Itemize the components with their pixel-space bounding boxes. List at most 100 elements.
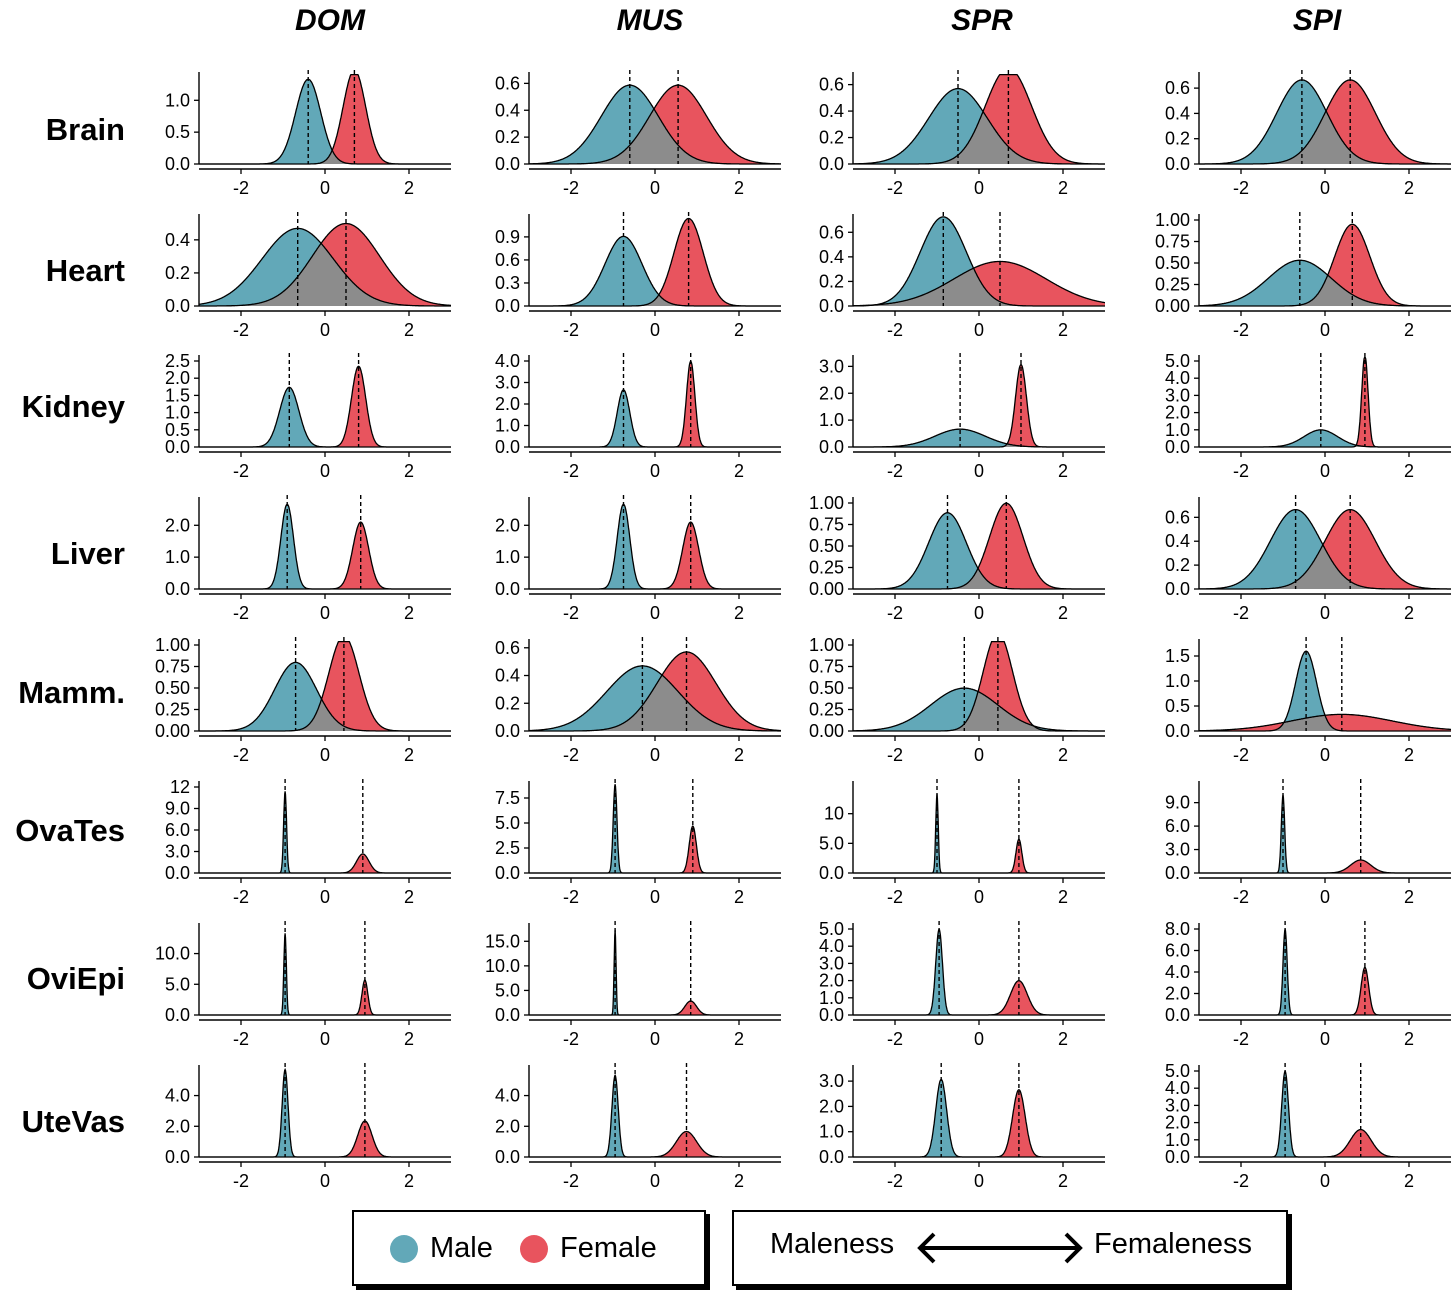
panel-heart-dom: 0.0 0.2 0.4 -2 0 2 bbox=[165, 212, 451, 340]
male-density-line bbox=[853, 1078, 1105, 1158]
x-tick-label: -2 bbox=[563, 603, 579, 623]
female-density-area bbox=[853, 839, 1105, 873]
y-tick-label: 10.0 bbox=[155, 944, 190, 964]
x-tick-label: -2 bbox=[1233, 178, 1249, 198]
x-tick-label: -2 bbox=[1233, 461, 1249, 481]
male-density-line bbox=[1199, 79, 1451, 165]
x-tick-label: 2 bbox=[734, 603, 744, 623]
x-tick-label: -2 bbox=[233, 745, 249, 765]
male-density-line bbox=[1199, 929, 1451, 1016]
male-density-line bbox=[1199, 794, 1451, 874]
panel-kidney-spi: 0.01.02.03.04.05.0 -2 0 2 bbox=[1165, 351, 1451, 481]
y-tick-label: 3.0 bbox=[495, 373, 520, 393]
female-density-line bbox=[1199, 966, 1451, 1016]
y-tick-label: 1.00 bbox=[1155, 210, 1190, 230]
y-tick-label: 2.0 bbox=[1165, 403, 1190, 423]
female-density-line bbox=[853, 1088, 1105, 1158]
x-tick-label: 0 bbox=[1320, 745, 1330, 765]
panel-brain-mus: 0.0 0.2 0.4 0.6 -2 0 2 bbox=[495, 70, 781, 198]
y-tick-label: 0.6 bbox=[495, 638, 520, 658]
female-density-line bbox=[529, 825, 781, 874]
x-tick-label: -2 bbox=[563, 745, 579, 765]
x-tick-label: -2 bbox=[563, 320, 579, 340]
y-tick-label: 0.25 bbox=[1155, 275, 1190, 295]
female-density-line bbox=[853, 980, 1105, 1016]
panel-ovates-spi: 0.0 3.0 6.0 9.0 -2 0 2 bbox=[1165, 779, 1451, 907]
male-density-line bbox=[853, 87, 1105, 165]
male-density-area bbox=[199, 662, 451, 731]
x-tick-label: 2 bbox=[1058, 320, 1068, 340]
y-tick-label: 0.0 bbox=[495, 437, 520, 457]
female-density-line bbox=[853, 502, 1105, 590]
female-density-line bbox=[853, 640, 1105, 732]
y-tick-label: 0.2 bbox=[495, 127, 520, 147]
x-tick-label: 2 bbox=[734, 461, 744, 481]
female-density-area bbox=[529, 826, 781, 873]
y-tick-label: 1.00 bbox=[809, 493, 844, 513]
y-tick-label: 0.25 bbox=[809, 700, 844, 720]
male-density-area bbox=[853, 1079, 1105, 1157]
x-tick-label: -2 bbox=[887, 745, 903, 765]
y-tick-label: 3.0 bbox=[819, 953, 844, 973]
x-tick-label: 2 bbox=[1058, 887, 1068, 907]
female-density-line bbox=[529, 360, 781, 448]
female-density-area bbox=[1199, 967, 1451, 1015]
y-tick-label: 0.5 bbox=[165, 420, 190, 440]
y-tick-label: 0.4 bbox=[819, 101, 844, 121]
x-tick-label: 2 bbox=[404, 178, 414, 198]
row-label-utevas: UteVas bbox=[21, 1104, 125, 1139]
x-tick-label: -2 bbox=[1233, 320, 1249, 340]
x-tick-label: 0 bbox=[974, 745, 984, 765]
male-density-line bbox=[199, 386, 451, 448]
overlap-density-area bbox=[853, 568, 1105, 589]
y-tick-label: 8.0 bbox=[1165, 919, 1190, 939]
panel-liver-dom: 0.0 1.0 2.0 -2 0 2 bbox=[165, 495, 451, 623]
overlap-density-area bbox=[1199, 715, 1451, 731]
x-tick-label: 2 bbox=[1058, 1171, 1068, 1191]
y-tick-label: 3.0 bbox=[1165, 1095, 1190, 1115]
x-tick-label: 2 bbox=[734, 320, 744, 340]
panel-mamm-spr: 0.000.250.500.751.00 -2 0 2 bbox=[809, 635, 1105, 765]
y-tick-label: 12 bbox=[170, 777, 190, 797]
female-density-line bbox=[199, 222, 451, 307]
y-tick-label: 0.6 bbox=[819, 222, 844, 242]
y-tick-label: 5.0 bbox=[165, 974, 190, 994]
male-density-line bbox=[199, 1067, 451, 1158]
row-label-brain: Brain bbox=[45, 112, 125, 147]
male-density-area bbox=[529, 236, 781, 306]
y-tick-label: 2.0 bbox=[495, 1116, 520, 1136]
y-tick-label: 10 bbox=[824, 804, 844, 824]
y-tick-label: 3.0 bbox=[165, 842, 190, 862]
x-tick-label: 2 bbox=[404, 461, 414, 481]
y-tick-label: 0.75 bbox=[809, 515, 844, 535]
x-tick-label: 0 bbox=[1320, 603, 1330, 623]
female-density-line bbox=[529, 1000, 781, 1016]
y-tick-label: 1.0 bbox=[1165, 420, 1190, 440]
y-tick-label: 1.0 bbox=[495, 416, 520, 436]
female-density-line bbox=[1199, 508, 1451, 590]
panel-kidney-spr: 0.0 1.0 2.0 3.0 -2 0 2 bbox=[819, 353, 1105, 481]
female-density-area bbox=[1199, 860, 1451, 873]
femaleness-label: Femaleness bbox=[1094, 1228, 1252, 1260]
male-density-line bbox=[1199, 1069, 1451, 1158]
female-density-line bbox=[853, 838, 1105, 874]
overlap-density-area bbox=[1199, 275, 1451, 306]
panel-mamm-spi: 0.0 0.5 1.0 1.5 -2 0 2 bbox=[1165, 637, 1451, 765]
y-tick-label: 6.0 bbox=[1165, 941, 1190, 961]
y-tick-label: 0.0 bbox=[1165, 1005, 1190, 1025]
y-tick-label: 1.00 bbox=[155, 635, 190, 655]
y-tick-label: 0.0 bbox=[165, 1005, 190, 1025]
female-density-line bbox=[529, 651, 781, 732]
y-tick-label: 6.0 bbox=[165, 820, 190, 840]
x-tick-label: -2 bbox=[563, 1171, 579, 1191]
x-tick-label: -2 bbox=[1233, 1029, 1249, 1049]
y-tick-label: 2.0 bbox=[165, 1116, 190, 1136]
y-tick-label: 0.0 bbox=[495, 721, 520, 741]
x-tick-label: -2 bbox=[233, 178, 249, 198]
x-tick-label: -2 bbox=[887, 1171, 903, 1191]
female-density-area bbox=[199, 853, 451, 873]
x-tick-label: 0 bbox=[320, 745, 330, 765]
female-density-line bbox=[853, 363, 1105, 448]
y-tick-label: 0.50 bbox=[155, 678, 190, 698]
